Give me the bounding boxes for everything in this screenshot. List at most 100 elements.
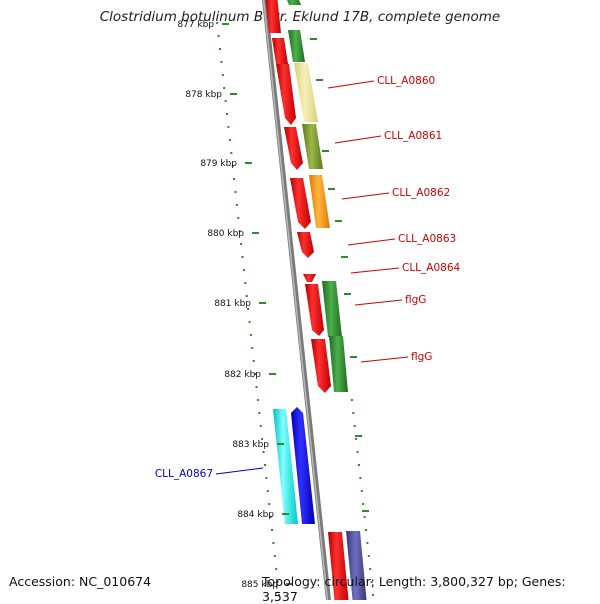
callout-line (350, 267, 400, 274)
gene-khaki (294, 63, 318, 122)
track-dot (228, 139, 231, 141)
track-dot (264, 464, 266, 466)
kbp-tick-label: 881 kbp (214, 299, 251, 309)
kbp-tick-mark (269, 373, 276, 375)
feature-tick (362, 510, 369, 512)
feature-ticks (310, 38, 369, 512)
track-dot (355, 438, 358, 440)
callout-line (334, 135, 382, 144)
track-dot (227, 126, 230, 128)
feature-tick (350, 356, 357, 358)
track-dot (242, 269, 245, 271)
track-dot (221, 74, 224, 76)
track-dot (362, 503, 365, 505)
track-dot (370, 581, 373, 583)
track-dot (275, 568, 278, 570)
feature-tick (316, 79, 323, 81)
callout-line (354, 299, 403, 306)
track-dot (358, 464, 360, 466)
kbp-tick-mark (230, 93, 237, 95)
gene-green-1 (287, 0, 301, 5)
kbp-tick-mark (222, 23, 229, 25)
track-dot (276, 581, 279, 583)
gene-blue (291, 407, 315, 524)
track-dot (254, 373, 257, 375)
kbp-tick-label: 883 kbp (232, 440, 269, 450)
gene-labels: CLL_A0860 CLL_A0861 CLL_A0862 CLL_A0863 CLL_… (155, 75, 461, 480)
track-dot (369, 568, 372, 570)
track-dot (231, 165, 234, 167)
callout-line (215, 467, 264, 475)
gene-red-10 (328, 532, 349, 600)
gene-label: CLL_A0862 (392, 187, 450, 199)
accession-text: Accession: NC_010674 (9, 574, 152, 589)
track-dot (217, 35, 220, 37)
genome-backbone (262, 0, 331, 600)
track-dot (273, 555, 276, 557)
kbp-tick-label: 884 kbp (237, 510, 274, 520)
callout-line (360, 356, 409, 363)
track-dot (252, 360, 255, 362)
gene-cyan (273, 409, 298, 524)
track-dot (353, 425, 356, 427)
feature-tick (322, 150, 329, 152)
track-dot (245, 295, 248, 297)
callout-line (347, 238, 396, 246)
track-dot (367, 555, 370, 557)
kbp-ticks: 877 kbp 878 kbp 879 kbp 880 kbp 881 kbp 882 k… (177, 20, 293, 590)
track-dot (255, 386, 258, 388)
track-dot (360, 490, 363, 492)
track-dots (216, 22, 374, 596)
kbp-tick-mark (286, 583, 293, 585)
track-dot (235, 204, 238, 206)
kbp-tick-mark (252, 232, 259, 234)
kbp-tick-label: 882 kbp (224, 370, 261, 380)
gene-red-4 (284, 127, 303, 170)
callout-line (341, 192, 390, 200)
gene-red-9 (311, 339, 331, 393)
track-dot (272, 542, 275, 544)
track-dot (350, 399, 353, 401)
kbp-tick-mark (277, 443, 284, 445)
kbp-tick-mark (282, 513, 289, 515)
track-dot (366, 542, 369, 544)
gene-red-8 (305, 284, 324, 336)
track-dot (220, 61, 223, 63)
kbp-tick-label: 885 kbp (241, 580, 278, 590)
gene-label: CLL_A0861 (384, 130, 442, 142)
track-dot (269, 516, 272, 518)
track-dot (230, 152, 233, 154)
track-dot (251, 347, 254, 349)
backbone-highlight (262, 0, 329, 600)
track-dot (223, 87, 226, 89)
gene-orange (309, 175, 330, 228)
gene-olive (302, 124, 323, 169)
track-dot (237, 217, 240, 219)
feature-tick (355, 435, 362, 437)
track-dot (249, 334, 252, 336)
track-dot (359, 477, 362, 479)
feature-tick (335, 220, 342, 222)
track-dot (258, 412, 261, 414)
feature-tick (344, 293, 351, 295)
track-dot (233, 178, 236, 180)
kbp-tick-label: 877 kbp (177, 20, 214, 30)
gene-red-3 (276, 64, 296, 125)
track-dot (244, 282, 247, 284)
track-dot (226, 113, 228, 115)
kbp-tick-label: 879 kbp (200, 159, 237, 169)
track-dot (219, 48, 221, 50)
feature-tick (341, 256, 348, 258)
track-dot (271, 529, 273, 531)
track-dot (256, 399, 259, 401)
track-dot (266, 490, 269, 492)
gene-red-5 (290, 178, 311, 229)
gene-slate (346, 531, 367, 600)
track-dot (262, 451, 265, 453)
kbp-tick-mark (259, 302, 266, 304)
track-dot (265, 477, 268, 479)
feature-tick (328, 188, 335, 190)
gene-label: flgG (405, 294, 426, 306)
track-dot (248, 321, 251, 323)
